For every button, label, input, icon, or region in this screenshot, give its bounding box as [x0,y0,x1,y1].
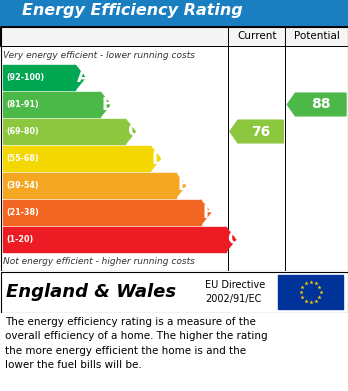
Text: 88: 88 [311,97,331,111]
Text: D: D [152,149,165,167]
Text: 76: 76 [251,124,270,138]
Text: (92-100): (92-100) [6,73,44,82]
Bar [278,275,343,309]
Text: A: A [77,68,90,86]
Bar [3,227,226,252]
Bar [3,119,125,144]
Text: (39-54): (39-54) [6,181,39,190]
Bar [3,173,175,198]
Text: F: F [203,203,214,221]
Text: Potential: Potential [294,31,340,41]
Text: Energy Efficiency Rating: Energy Efficiency Rating [22,2,243,18]
Text: Very energy efficient - lower running costs: Very energy efficient - lower running co… [3,50,195,59]
Polygon shape [287,93,346,116]
Text: Not energy efficient - higher running costs: Not energy efficient - higher running co… [3,258,195,267]
Text: E: E [178,176,189,194]
Bar [0,26,348,46]
Polygon shape [125,119,135,144]
Text: Current: Current [237,31,276,41]
Bar [3,92,100,117]
Bar [3,146,150,171]
Text: G: G [227,231,240,249]
Text: (81-91): (81-91) [6,100,39,109]
Text: (69-80): (69-80) [6,127,39,136]
Text: EU Directive
2002/91/EC: EU Directive 2002/91/EC [205,280,266,304]
Text: England & Wales: England & Wales [6,283,176,301]
Text: (21-38): (21-38) [6,208,39,217]
Text: (1-20): (1-20) [6,235,33,244]
Polygon shape [75,65,85,90]
Polygon shape [200,200,211,225]
Polygon shape [175,173,185,198]
Polygon shape [100,92,110,117]
Polygon shape [150,146,160,171]
Text: C: C [127,122,140,140]
Bar [3,200,200,225]
Text: (55-68): (55-68) [6,154,39,163]
Text: The energy efficiency rating is a measure of the
overall efficiency of a home. T: The energy efficiency rating is a measur… [5,317,268,370]
Polygon shape [226,227,236,252]
Bar [3,65,75,90]
Text: B: B [102,95,114,113]
Polygon shape [230,120,283,143]
